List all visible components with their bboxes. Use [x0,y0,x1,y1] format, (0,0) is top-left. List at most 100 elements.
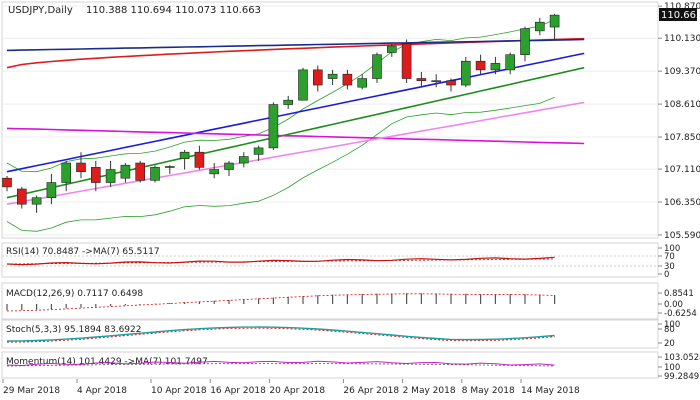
candle-body [357,78,368,88]
date-tick-label: 10 Apr 2018 [151,386,207,396]
timeframe-label: Daily [47,5,72,16]
candle-body [46,182,57,199]
moving-average-line [6,101,585,205]
candle-body [342,73,353,86]
rsi-ma-line [6,258,555,265]
indicator-tick-label: 30 [664,262,675,272]
candle-body [135,162,145,181]
stoch-lines [6,326,555,343]
price-tick-label: 110.130 [664,34,700,44]
date-tick-label: 14 May 2018 [521,386,580,396]
macd-panel-frame [1,282,659,320]
price-grid [2,5,658,236]
macd-label: MACD(12,26,9) 0.7117 0.6498 [6,289,143,299]
price-tick-label: 108.610 [664,100,700,110]
candle-body [372,54,382,79]
candle-body [386,45,397,53]
bollinger-upper [6,19,555,173]
candle-body [490,63,501,71]
rsi-panel-frame [1,242,659,278]
date-axis: 29 Mar 2018 4 Apr 2018 10 Apr 2018 16 Apr 2… [2,379,580,396]
stoch-panel-frame [1,319,659,349]
date-tick-label: 29 Mar 2018 [3,386,60,396]
instrument-name: USDJPY [8,5,45,16]
stoch-d-line [6,327,555,343]
momentum-label: Momentum(14) 101.4429 ->MA(7) 101.7497 [6,357,208,367]
moving-average-line [6,127,585,145]
candle-body [446,80,456,86]
indicator-tick-label: 100 [664,244,680,254]
momentum-line [6,360,555,367]
price-axis: 110.870 110.130 109.370 108.610 107.850 107.1… [658,2,700,241]
candle-body [475,60,486,71]
date-tick-label: 2 May 2018 [403,386,456,396]
date-tick-label: 16 Apr 2018 [210,386,266,396]
candle-body [105,169,116,183]
candle-body [76,162,86,173]
candle-body [431,80,442,82]
price-tick-label: 105.590 [664,231,700,241]
indicator-tick-label: 99.2849 [664,372,699,382]
date-tick-label: 8 May 2018 [462,386,515,396]
momentum-panel: Momentum(14) 101.4429 ->MA(7) 101.7497 1… [1,351,700,382]
candle-body [283,99,294,105]
price-panel-frame [1,1,659,239]
macd-signal-line [6,293,555,312]
stoch-k-line [6,326,555,342]
candle-body [239,156,249,164]
candle-body [194,151,205,168]
candle-body [549,14,560,28]
ohlc-header: 110.388 110.694 110.073 110.663 [86,5,261,16]
instrument-label: USDJPY,Daily [8,5,73,16]
candle-body [534,21,545,32]
momentum-ma-line [6,363,555,367]
price-tick-label: 110.870 [664,2,700,12]
indicator-tick-label: 70 [664,252,675,262]
price-panel: 110.870 110.130 109.370 108.610 107.850 107.1… [1,1,700,241]
price-tick-label: 107.850 [664,133,700,143]
date-tick-label: 4 Apr 2018 [77,386,127,396]
momentum-axis: 103.052810099.2849 [658,353,700,382]
candle-body [224,162,234,170]
candle-body [460,60,471,86]
candle-body [120,164,131,179]
date-tick-label: 20 Apr 2018 [269,386,325,396]
price-tick-label: 107.110 [664,165,700,175]
moving-averages [6,37,585,205]
indicator-tick-label: 0.8541 [664,289,694,299]
candle-body [179,151,190,159]
moving-average-line [6,52,585,173]
indicator-tick-label: 80 [664,325,675,335]
candle-body [16,188,27,205]
rsi-label: RSI(14) 70.8487 ->MA(7) 65.5117 [6,247,160,257]
momentum-panel-frame [1,351,659,379]
last-price-label: 110.663 [661,10,700,21]
candle-body [165,166,175,168]
macd-histogram [6,293,556,312]
candle-body [2,177,12,188]
bollinger-lower [6,96,555,232]
candle-body [401,43,412,79]
stoch-label: Stoch(5,3,3) 95.1894 83.6922 [6,325,141,335]
indicator-tick-label: 20 [664,339,675,349]
candle-body [505,54,516,71]
candle-body [520,28,530,56]
indicator-tick-label: 0.00 [664,300,683,310]
candle-body [416,78,427,81]
candle-body [31,197,42,205]
candle-body [91,167,101,183]
indicator-tick-label: 100 [664,320,680,330]
bollinger-bands [6,19,555,232]
candle-body [268,104,279,149]
candle-body [61,162,72,183]
momentum-lines [6,360,555,367]
candle-body [312,69,323,86]
indicator-tick-label: 0 [664,270,669,280]
